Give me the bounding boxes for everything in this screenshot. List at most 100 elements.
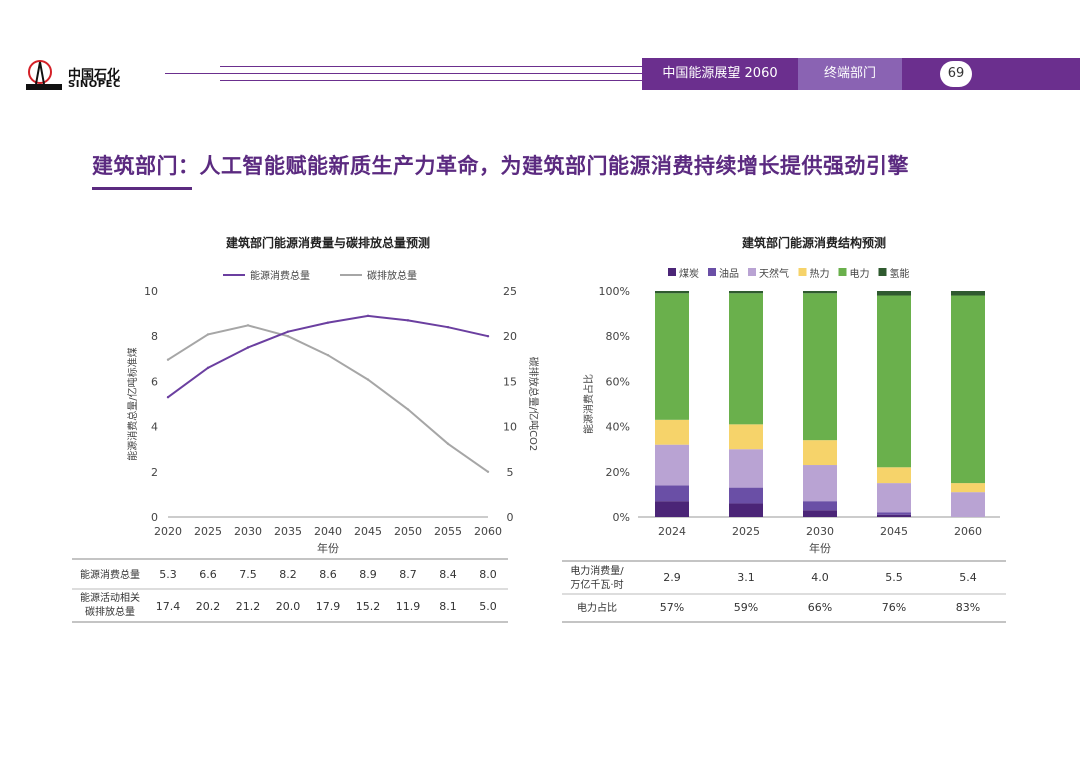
legend-label: 油品 [719, 267, 739, 280]
chart-title: 建筑部门能源消费量与碳排放总量预测 [225, 235, 430, 250]
bar-segment [729, 293, 763, 425]
bar-segment [803, 291, 837, 294]
energy-point [246, 346, 250, 349]
table-cell: 17.4 [156, 600, 181, 613]
bar-segment [877, 291, 911, 296]
carbon-point [406, 408, 410, 411]
legend-label: 热力 [810, 267, 830, 280]
energy-point [286, 330, 290, 333]
y-tick-label: 0 [151, 511, 158, 524]
bar-segment [729, 424, 763, 450]
legend-swatch [668, 268, 676, 276]
bar-segment [951, 492, 985, 517]
y-tick-label: 60% [606, 375, 630, 388]
legend-swatch [838, 268, 847, 276]
section-tab: 终端部门 [798, 58, 902, 90]
bar-segment [803, 465, 837, 502]
legend-label: 能源消费总量 [250, 269, 310, 282]
carbon-point [446, 442, 450, 445]
table-cell: 5.0 [479, 600, 497, 613]
legend-swatch [878, 268, 887, 276]
sinopec-logo [26, 60, 62, 90]
bar-segment [877, 295, 911, 468]
energy-point [206, 366, 210, 370]
page-number: 69 [940, 61, 972, 87]
table-cell: 8.2 [279, 568, 297, 581]
table-row-label: 电力消费量/ [570, 564, 624, 577]
bar-segment [877, 483, 911, 513]
bar-segment [803, 501, 837, 511]
carbon-point [326, 353, 330, 357]
brand-name-en: SINOPEC [68, 79, 121, 90]
y2-tick-label: 0 [507, 511, 514, 524]
y-tick-label: 40% [606, 421, 630, 434]
x-tick-label: 2060 [954, 525, 982, 538]
table-cell: 21.2 [236, 600, 261, 613]
energy-point [446, 325, 450, 329]
table-cell: 5.5 [885, 571, 903, 584]
header-rule [220, 66, 642, 67]
energy-point [486, 335, 490, 338]
bar-segment [655, 293, 689, 420]
bar-segment [655, 419, 689, 445]
bar-segment [803, 510, 837, 517]
x-axis-title: 年份 [809, 541, 831, 555]
table-cell: 8.7 [399, 568, 417, 581]
bar-segment [655, 485, 689, 502]
x-tick-label: 2050 [394, 525, 422, 538]
carbon-point [206, 333, 210, 336]
y2-tick-label: 5 [507, 466, 514, 479]
energy-point [406, 319, 410, 322]
title-underline [92, 187, 192, 190]
table-cell: 15.2 [356, 600, 381, 613]
table-cell: 5.4 [959, 571, 977, 584]
bar-segment [729, 503, 763, 517]
table-cell: 6.6 [199, 568, 217, 581]
y-tick-label: 80% [606, 330, 630, 343]
x-tick-label: 2045 [880, 525, 908, 538]
table-cell: 8.4 [439, 568, 457, 581]
bar-segment [655, 501, 689, 517]
table-row-label: 碳排放总量 [85, 605, 135, 618]
energy-point [326, 321, 330, 324]
table-row-label: 能源活动相关 [80, 591, 140, 604]
x-tick-label: 2025 [194, 525, 222, 538]
table-cell: 7.5 [239, 568, 257, 581]
legend-label: 电力 [850, 267, 870, 280]
x-tick-label: 2040 [314, 525, 342, 538]
carbon-point [366, 378, 370, 381]
bar-segment [729, 291, 763, 294]
chart-title: 建筑部门能源消费结构预测 [741, 235, 886, 250]
carbon-point [286, 335, 290, 338]
x-tick-label: 2060 [474, 525, 502, 538]
table-cell: 8.6 [319, 568, 337, 581]
y-axis-title: 能源消费总量/亿吨标准煤 [126, 347, 139, 460]
y2-tick-label: 10 [503, 421, 517, 434]
table-cell: 20.0 [276, 600, 301, 613]
bar-segment [655, 291, 689, 294]
x-tick-label: 2030 [806, 525, 834, 538]
bar-segment [729, 449, 763, 488]
bar-segment [729, 487, 763, 504]
x-tick-label: 2035 [274, 525, 302, 538]
table-cell: 8.0 [479, 568, 497, 581]
x-tick-label: 2055 [434, 525, 462, 538]
x-tick-label: 2024 [658, 525, 686, 538]
table-cell: 2.9 [663, 571, 681, 584]
table-cell: 5.3 [159, 568, 177, 581]
table-cell: 8.1 [439, 600, 457, 613]
bar-segment [803, 293, 837, 441]
table-row-label: 电力占比 [577, 601, 617, 614]
bar-segment [655, 444, 689, 486]
table-cell: 3.1 [737, 571, 755, 584]
table-cell: 8.9 [359, 568, 377, 581]
table-cell: 76% [882, 601, 906, 614]
y-axis-title: 能源消费占比 [582, 374, 595, 434]
y-tick-label: 2 [151, 466, 158, 479]
y2-axis-title: 碳排放总量/亿吨CO2 [527, 357, 540, 452]
y-tick-label: 8 [151, 330, 158, 343]
y-tick-label: 4 [151, 421, 158, 434]
bar-segment [803, 440, 837, 466]
